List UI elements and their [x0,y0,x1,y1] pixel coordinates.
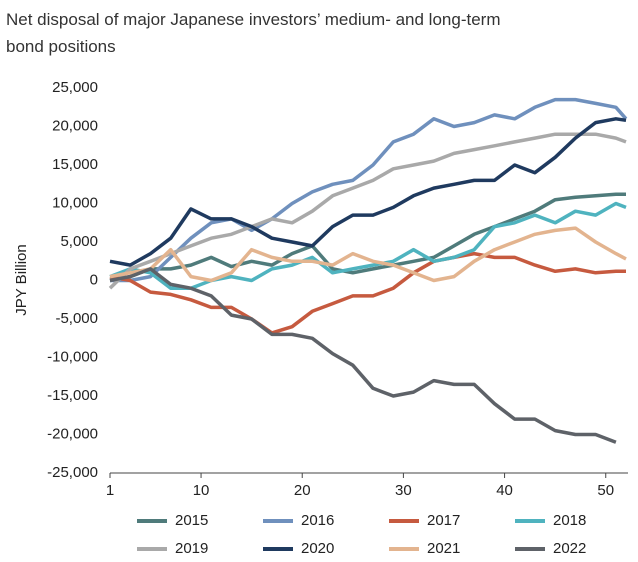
y-tick-label: -15,000 [47,387,98,404]
y-tick-label: -10,000 [47,348,98,365]
y-tick-label: -20,000 [47,425,98,442]
legend-label: 2019 [175,540,208,557]
y-tick-label: 5,000 [60,233,98,250]
x-tick-label: 50 [597,482,614,499]
series-line [109,226,627,283]
x-tick-label: 10 [193,482,210,499]
y-axis-label: JPY Billion [13,244,30,315]
chart-title: Net disposal of major Japanese investors… [6,10,501,56]
x-tick-label: 1 [106,482,114,499]
series-line [109,201,627,290]
series-line [108,132,627,290]
legend-label: 2018 [553,512,586,529]
y-tick-label: 20,000 [52,117,98,134]
x-tick-label: 30 [395,482,412,499]
legend-label: 2022 [553,540,586,557]
y-tick-label: 10,000 [52,194,98,211]
y-tick-label: -5,000 [55,310,98,327]
x-tick-label: 20 [294,482,311,499]
series-line [109,267,617,444]
y-tick-label: -25,000 [47,464,98,481]
x-tick-label: 40 [496,482,513,499]
series-line [109,117,627,267]
y-tick-label: 0 [90,271,98,288]
legend-label: 2015 [175,512,208,529]
y-tick-label: 25,000 [52,79,98,96]
y-tick-label: 15,000 [52,156,98,173]
legend-label: 2016 [301,512,334,529]
legend-label: 2020 [301,540,334,557]
series-line [109,192,626,283]
series-line [110,97,628,283]
series-line [109,251,626,335]
legend-label: 2021 [427,540,460,557]
legend-label: 2017 [427,512,460,529]
